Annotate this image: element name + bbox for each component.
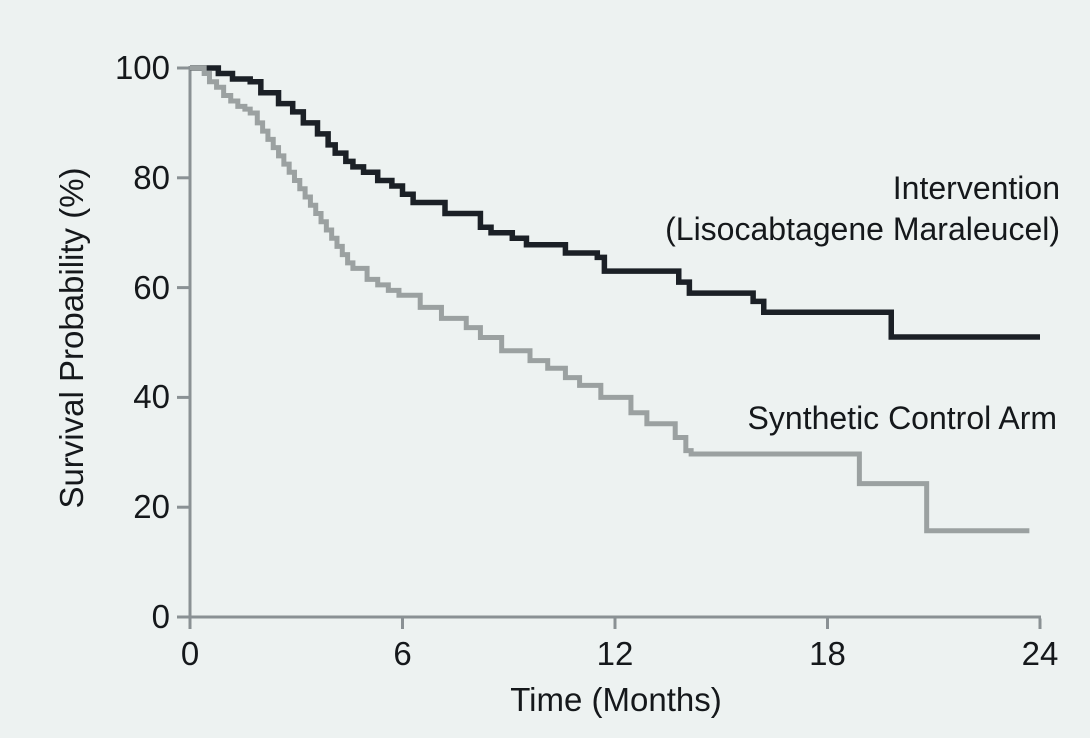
legend-synthetic-control-annotation: Synthetic Control Arm — [747, 400, 1057, 436]
x-tick-label: 12 — [596, 635, 634, 672]
legend-intervention-line1: Intervention — [892, 170, 1060, 206]
x-tick-label: 6 — [393, 635, 412, 672]
y-tick-label: 20 — [133, 488, 170, 526]
axes — [177, 66, 1042, 629]
y-axis-title: Survival Probability (%) — [53, 167, 90, 509]
y-tick-label: 100 — [114, 49, 170, 86]
x-tick-label: 18 — [809, 635, 846, 672]
x-tick-label: 24 — [1021, 635, 1059, 672]
legend-intervention-line2: (Lisocabtagene Maraleucel) — [665, 211, 1060, 247]
y-tick-label: 80 — [133, 158, 170, 196]
legend-intervention-annotation: Intervention (Lisocabtagene Maraleucel) — [665, 168, 1060, 250]
y-tick-label: 0 — [151, 598, 170, 635]
x-tick-label: 0 — [180, 635, 200, 672]
y-tick-label: 40 — [133, 378, 170, 416]
series-line-synthetic-control — [190, 65, 1030, 534]
y-tick-label: 60 — [133, 268, 170, 306]
series-lines — [190, 65, 1040, 534]
series-line-intervention — [190, 65, 1040, 340]
x-axis-title: Time (Months) — [510, 681, 722, 718]
